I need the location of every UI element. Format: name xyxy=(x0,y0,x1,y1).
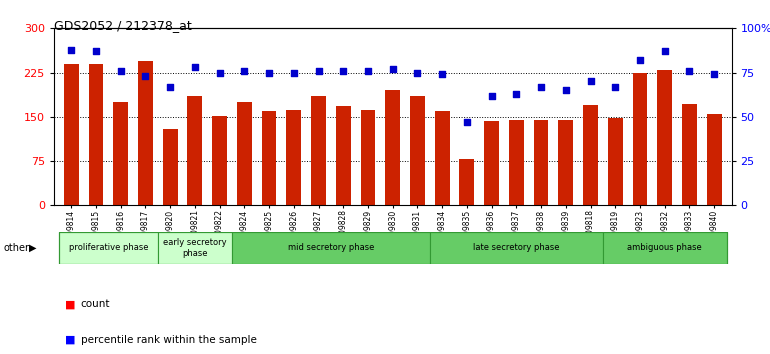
Text: percentile rank within the sample: percentile rank within the sample xyxy=(81,335,256,345)
Point xyxy=(411,70,424,75)
Point xyxy=(436,72,448,77)
Bar xyxy=(385,90,400,205)
Bar xyxy=(138,61,152,205)
Point xyxy=(288,70,300,75)
Bar xyxy=(558,120,573,205)
Point xyxy=(683,68,695,74)
Point xyxy=(460,119,473,125)
Point xyxy=(90,48,102,54)
Point xyxy=(535,84,547,90)
Text: count: count xyxy=(81,299,110,309)
Bar xyxy=(286,110,301,205)
Point xyxy=(189,64,201,70)
Text: ■: ■ xyxy=(65,299,76,309)
Text: late secretory phase: late secretory phase xyxy=(473,243,560,252)
Point xyxy=(658,48,671,54)
Bar xyxy=(187,96,203,205)
Point xyxy=(584,79,597,84)
Point xyxy=(313,68,325,74)
Text: GDS2052 / 212378_at: GDS2052 / 212378_at xyxy=(54,19,192,33)
Text: ambiguous phase: ambiguous phase xyxy=(628,243,702,252)
Text: other: other xyxy=(4,243,30,253)
Bar xyxy=(603,232,727,264)
Bar xyxy=(59,232,158,264)
Bar xyxy=(89,64,103,205)
Bar xyxy=(162,129,178,205)
Point xyxy=(65,47,77,52)
Text: ▶: ▶ xyxy=(29,243,37,253)
Point xyxy=(263,70,275,75)
Bar xyxy=(213,116,227,205)
Bar xyxy=(583,105,598,205)
Bar xyxy=(262,111,276,205)
Bar xyxy=(707,114,721,205)
Bar xyxy=(460,159,474,205)
Bar xyxy=(435,111,450,205)
Point xyxy=(139,73,152,79)
Bar xyxy=(658,70,672,205)
Bar xyxy=(430,232,603,264)
Bar xyxy=(410,96,425,205)
Point xyxy=(115,68,127,74)
Point xyxy=(708,72,721,77)
Bar xyxy=(509,120,524,205)
Bar xyxy=(232,232,430,264)
Point xyxy=(511,91,523,97)
Point xyxy=(634,57,646,63)
Point xyxy=(560,87,572,93)
Point xyxy=(238,68,250,74)
Bar xyxy=(682,104,697,205)
Point xyxy=(609,84,621,90)
Bar xyxy=(158,232,232,264)
Bar xyxy=(336,106,350,205)
Point xyxy=(362,68,374,74)
Bar xyxy=(64,64,79,205)
Point xyxy=(337,68,350,74)
Point xyxy=(164,84,176,90)
Point xyxy=(485,93,497,98)
Text: proliferative phase: proliferative phase xyxy=(69,243,148,252)
Bar xyxy=(113,102,128,205)
Bar xyxy=(608,118,623,205)
Bar xyxy=(237,102,252,205)
Bar xyxy=(534,120,548,205)
Bar xyxy=(360,110,376,205)
Text: mid secretory phase: mid secretory phase xyxy=(288,243,374,252)
Text: ■: ■ xyxy=(65,335,76,345)
Point xyxy=(213,70,226,75)
Bar xyxy=(311,96,326,205)
Text: early secretory
phase: early secretory phase xyxy=(163,238,226,257)
Point xyxy=(387,66,399,72)
Bar xyxy=(633,73,648,205)
Bar xyxy=(484,121,499,205)
